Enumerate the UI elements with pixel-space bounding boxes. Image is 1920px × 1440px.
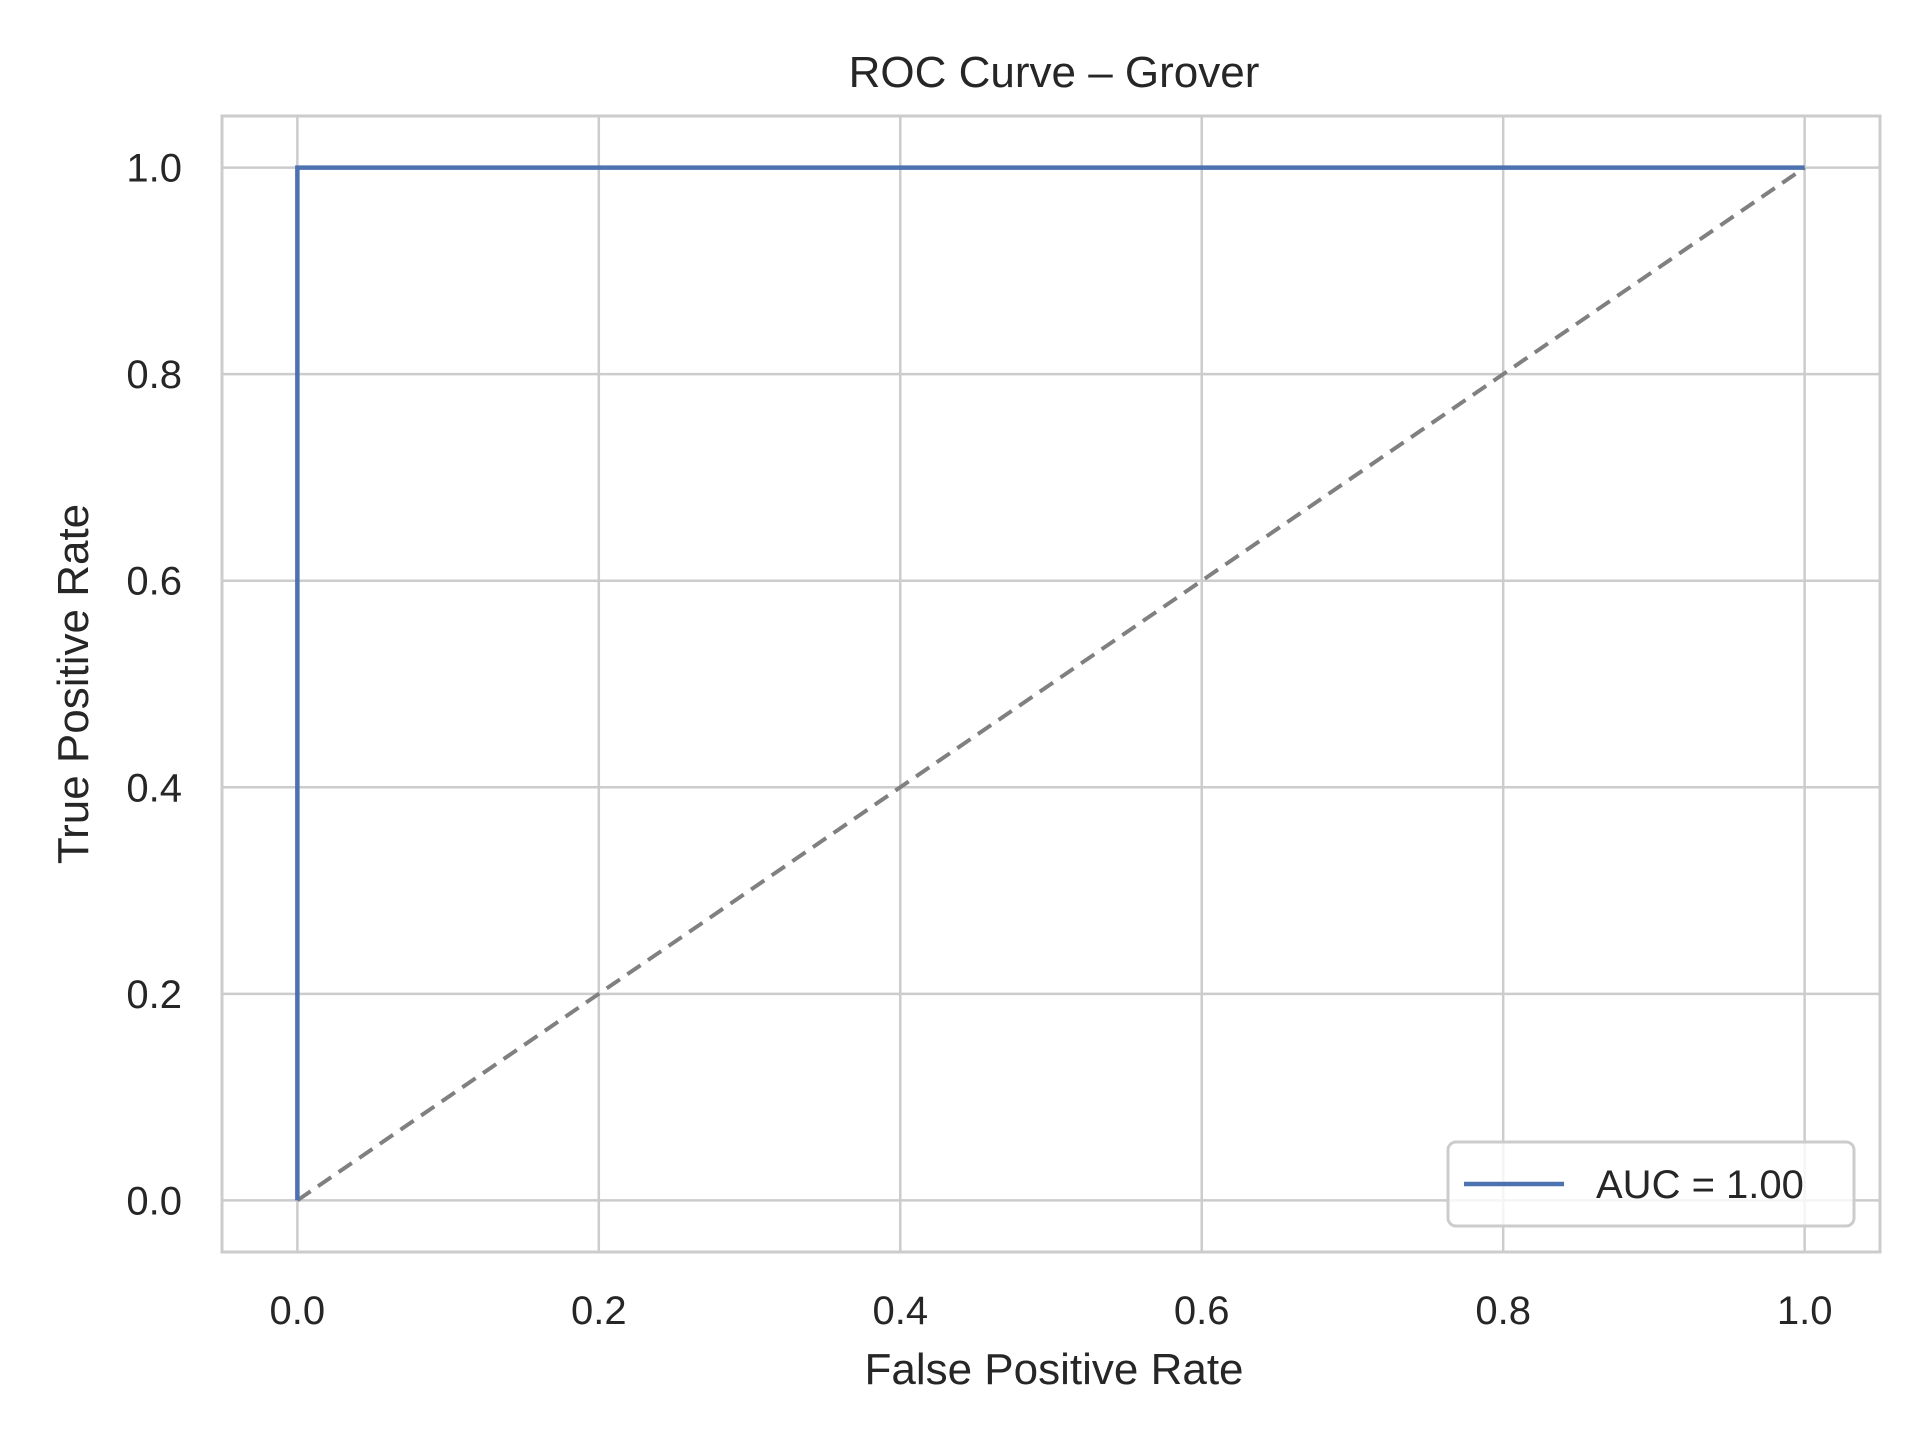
y-tick-label: 0.6 <box>126 560 182 604</box>
y-tick-label: 0.0 <box>126 1179 182 1223</box>
x-tick-label: 0.6 <box>1174 1289 1230 1333</box>
roc-curve-line <box>295 165 1805 1201</box>
x-tick-label: 0.0 <box>270 1289 326 1333</box>
legend-frame <box>1446 1140 1856 1228</box>
x-tick-label: 0.8 <box>1475 1289 1531 1333</box>
legend-label-auc: AUC = 1.00 <box>1596 1163 1804 1207</box>
tick-labels: 0.0 0.2 0.4 0.6 0.8 1.0 0.0 0.2 0.4 0.6 0.8 1.0 <box>126 147 1832 1333</box>
x-tick-label: 0.4 <box>872 1289 928 1333</box>
y-tick-label: 1.0 <box>126 147 182 191</box>
x-tick-label: 0.2 <box>571 1289 627 1333</box>
y-axis-label: True Positive Rate <box>49 504 98 864</box>
y-tick-label: 0.2 <box>126 973 182 1017</box>
x-axis-label: False Positive Rate <box>864 1345 1243 1394</box>
axes-frame <box>220 114 1882 1254</box>
chance-diagonal-line <box>296 165 1806 1203</box>
data-series <box>295 165 1806 1203</box>
y-tick-label: 0.8 <box>126 353 182 397</box>
chart-title: ROC Curve – Grover <box>849 48 1260 97</box>
plot-frame <box>220 114 1882 1254</box>
y-tick-label: 0.4 <box>126 766 182 810</box>
x-tick-label: 1.0 <box>1777 1289 1833 1333</box>
grid-lines <box>222 116 1880 1252</box>
legend: AUC = 1.00 <box>1446 1140 1856 1228</box>
